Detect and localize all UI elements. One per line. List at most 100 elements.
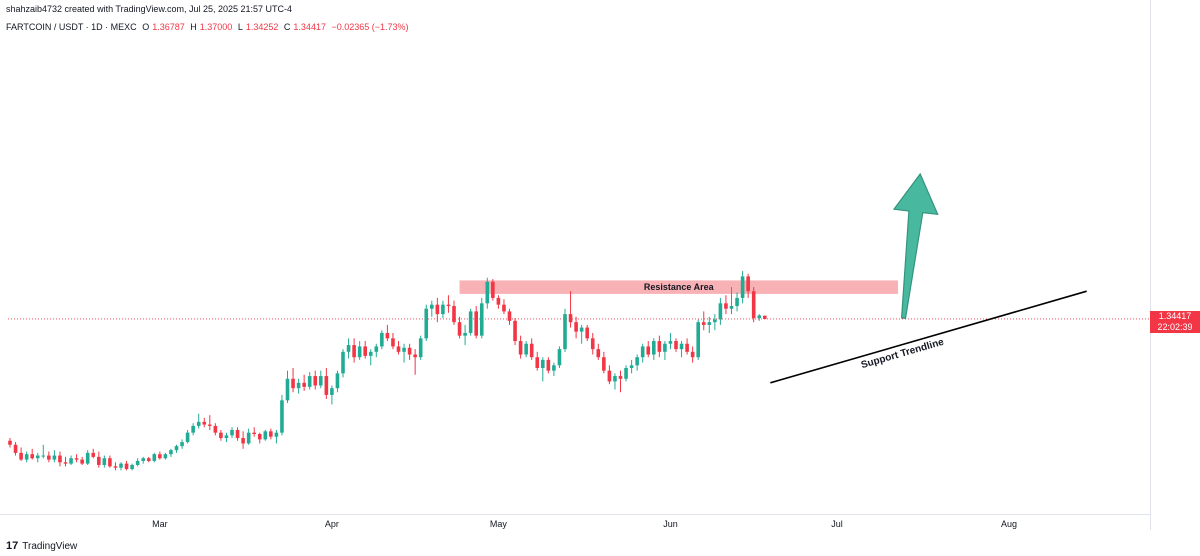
candle-body — [241, 438, 245, 444]
candle — [402, 343, 406, 363]
time-axis[interactable] — [0, 514, 1150, 537]
candle-body — [213, 425, 218, 433]
candle — [502, 299, 506, 315]
candle — [529, 338, 534, 360]
candle-body — [97, 456, 101, 465]
candle-body — [607, 370, 612, 382]
candle-body — [757, 315, 762, 319]
candle — [285, 370, 290, 404]
candle — [252, 427, 256, 437]
candle-body — [590, 338, 595, 350]
candle — [30, 448, 34, 460]
chart-canvas[interactable]: 3.400003.200003.000002.800002.600002.400… — [0, 0, 1150, 530]
candle — [396, 341, 401, 355]
candle-body — [263, 431, 268, 440]
candle-body — [574, 322, 578, 332]
resistance-area-box — [459, 280, 898, 294]
candle-body — [663, 343, 667, 352]
tradingview-logo-text: TradingView — [22, 540, 78, 552]
candle — [757, 314, 762, 321]
candle — [707, 316, 712, 333]
candle — [763, 315, 767, 320]
candle — [191, 423, 195, 436]
candle-body — [402, 347, 406, 352]
candle — [324, 367, 329, 399]
candle — [58, 451, 62, 467]
candle-body — [341, 351, 345, 374]
candle — [541, 357, 545, 382]
candle-body — [418, 338, 423, 358]
candle — [246, 428, 251, 445]
candle — [374, 343, 379, 358]
candle — [507, 308, 512, 325]
candle — [219, 429, 223, 441]
candle — [696, 319, 700, 360]
candle-body — [102, 458, 107, 465]
symbol-name[interactable]: FARTCOIN / USDT · 1D · MEXC — [6, 22, 137, 32]
candle-body — [58, 455, 62, 463]
candle-body — [35, 455, 40, 459]
support-trendline — [770, 290, 1087, 384]
candle — [546, 357, 551, 374]
candle-body — [324, 376, 329, 395]
price-axis[interactable] — [1150, 0, 1200, 530]
close-value: 1.34417 — [293, 22, 326, 32]
candle-body — [219, 432, 223, 439]
candle-body — [707, 322, 712, 325]
candle-body — [624, 367, 628, 379]
candle — [319, 370, 323, 389]
candle-body — [552, 365, 556, 371]
candle-body — [391, 338, 395, 347]
candle-body — [91, 452, 96, 457]
candle-body — [119, 463, 123, 468]
last-price-value: 1.34417 — [1158, 310, 1192, 321]
candle — [113, 462, 118, 471]
candle — [668, 332, 673, 350]
candle-body — [446, 304, 451, 307]
candle-body — [152, 454, 157, 461]
candle — [119, 462, 123, 471]
candle-body — [557, 349, 562, 366]
candle-body — [8, 440, 12, 445]
candle-body — [413, 354, 417, 358]
tradingview-logo[interactable]: 17 TradingView — [6, 540, 77, 552]
candle-body — [302, 382, 306, 387]
attribution-text: shahzaib4732 created with TradingView.co… — [6, 4, 293, 14]
candle — [302, 374, 306, 391]
candle-body — [257, 433, 262, 440]
candle-body — [235, 429, 240, 439]
candle — [224, 432, 229, 443]
candle — [274, 429, 279, 444]
candle — [163, 452, 168, 460]
candle — [346, 338, 351, 359]
candle — [41, 444, 46, 459]
candle — [208, 415, 212, 430]
candle-body — [452, 306, 456, 323]
candle — [685, 338, 689, 355]
candle-body — [735, 297, 739, 307]
candle — [213, 423, 218, 436]
candle-body — [718, 303, 723, 320]
candle-body — [740, 276, 745, 298]
candle — [380, 330, 384, 350]
candle — [141, 456, 145, 464]
candle — [257, 432, 262, 444]
projection-arrow — [892, 172, 939, 320]
candle — [718, 297, 723, 325]
candle — [435, 297, 440, 323]
symbol-ohlc-legend: FARTCOIN / USDT · 1D · MEXC O 1.36787 H 1.… — [6, 22, 412, 32]
candle — [135, 458, 140, 467]
candle — [263, 429, 268, 441]
candle-body — [463, 332, 467, 336]
candle — [663, 341, 667, 360]
candle-body — [635, 357, 639, 366]
candle-body — [113, 466, 118, 468]
candle-body — [291, 378, 295, 389]
candle-body — [674, 341, 678, 350]
candle-body — [729, 306, 734, 309]
candle-body — [80, 459, 84, 464]
candle — [407, 343, 412, 360]
candle — [579, 324, 584, 344]
candle — [108, 455, 112, 468]
candle — [574, 316, 578, 339]
